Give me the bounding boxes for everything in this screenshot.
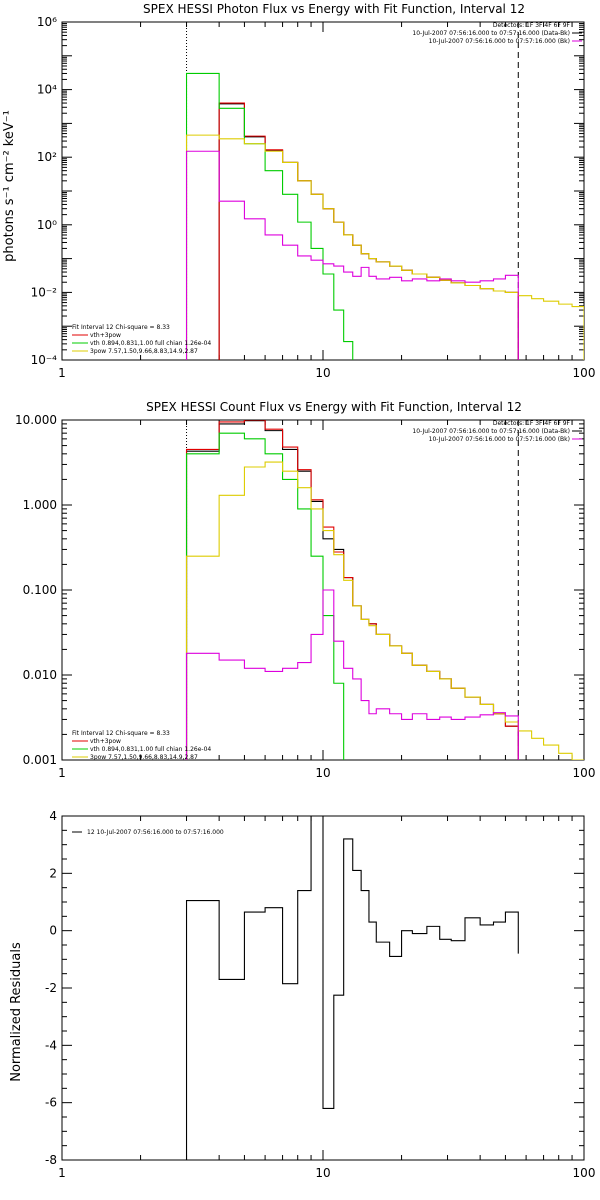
residuals-x-tick-label: 10	[315, 1166, 330, 1180]
count-flux-y-tick-label: 0.001	[23, 753, 57, 767]
residuals-series-12-10-jul-2007-07-56-16-000-to-07-57-16-000	[185, 816, 519, 1160]
photon-flux-x-tick-label: 10	[315, 366, 330, 380]
count-flux-legend-line-4: 3pow 7.57,1.50,9.66,8.83,14.9,2.87	[90, 754, 198, 761]
count-flux-y-tick-label: 0.010	[23, 668, 57, 682]
residuals-y-tick-label: -8	[45, 1153, 57, 1167]
count-flux-legend-line-1: Fit Interval 12 Chi-square = 8.33	[72, 730, 170, 737]
residuals-x-tick-label: 1	[58, 1166, 66, 1180]
photon-flux-panel: SPEX HESSI Photon Flux vs Energy with Fi…	[2, 2, 595, 380]
photon-flux-legend-line-3: vth 0.894,0.831,1.00 full chian 1.26e-04	[90, 340, 211, 347]
photon-flux-ylabel: photons s⁻¹ cm⁻² keV⁻¹	[2, 110, 17, 262]
count-flux-series-vth	[185, 432, 345, 760]
photon-flux-series-3pow	[185, 134, 584, 360]
residuals-y-tick-label: 0	[49, 924, 57, 938]
residuals-y-tick-label: -2	[45, 981, 57, 995]
residuals-ylabel: Normalized Residuals	[9, 942, 24, 1082]
count-flux-legend-line-3: vth 0.894,0.831,1.00 full chian 1.26e-04	[90, 746, 211, 753]
photon-flux-header-2: 10-Jul-2007 07:56:16.000 to 07:57:16.000…	[412, 30, 570, 37]
residuals-y-tick-label: -6	[45, 1096, 57, 1110]
photon-flux-series-vth-3pow	[218, 102, 519, 360]
count-flux-y-tick-label: 1.000	[23, 498, 57, 512]
photon-flux-plot: 1 10 100 10⁻⁴ 10⁻² 10⁰ 10² 10⁴ 10⁶	[31, 15, 596, 380]
count-flux-header-3: 10-Jul-2007 07:56:16.000 to 07:57:16.000…	[429, 436, 570, 443]
photon-flux-series-vth	[185, 72, 370, 360]
photon-flux-y-tick-label: 10⁻²	[31, 285, 58, 299]
count-flux-y-tick-label: 10.000	[15, 413, 57, 427]
photon-flux-header-3: 10-Jul-2007 07:56:16.000 to 07:57:16.000…	[429, 38, 570, 45]
count-flux-x-tick-label: 100	[573, 766, 596, 780]
count-flux-series-3pow	[185, 461, 584, 760]
residuals-y-tick-label: -4	[45, 1038, 57, 1052]
photon-flux-x-tick-label: 100	[573, 366, 596, 380]
residuals-x-tick-label: 100	[573, 1166, 596, 1180]
photon-flux-legend-line-2: vth+3pow	[90, 332, 121, 339]
photon-flux-y-tick-label: 10²	[37, 150, 57, 164]
photon-flux-title: SPEX HESSI Photon Flux vs Energy with Fi…	[143, 2, 525, 16]
photon-flux-series-bk	[185, 150, 519, 360]
residuals-panel: Normalized Residuals 1 10 100 -8 -6 -4 -2 0 2 4 1…	[9, 809, 595, 1180]
count-flux-x-tick-label: 1	[58, 766, 66, 780]
photon-flux-x-tick-label: 1	[58, 366, 66, 380]
residuals-y-tick-label: 4	[49, 809, 57, 823]
count-flux-panel: SPEX HESSI Count Flux vs Energy with Fit…	[15, 400, 595, 780]
count-flux-legend-line-2: vth+3pow	[90, 738, 121, 745]
count-flux-series-bk	[185, 589, 519, 760]
residuals-legend: 12 10-Jul-2007 07:56:16.000 to 07:57:16.…	[87, 829, 224, 836]
photon-flux-y-tick-label: 10⁻⁴	[31, 353, 58, 367]
residuals-plot: 1 10 100 -8 -6 -4 -2 0 2 4	[45, 809, 595, 1180]
count-flux-title: SPEX HESSI Count Flux vs Energy with Fit…	[146, 400, 522, 414]
photon-flux-legend-line-1: Fit Interval 12 Chi-square = 8.33	[72, 324, 170, 331]
count-flux-y-tick-label: 0.100	[23, 583, 57, 597]
photon-flux-y-tick-label: 10⁶	[37, 15, 57, 29]
count-flux-header-2: 10-Jul-2007 07:56:16.000 to 07:57:16.000…	[412, 428, 570, 435]
photon-flux-legend-line-4: 3pow 7.57,1.50,9.66,8.83,14.9,2.87	[90, 348, 198, 355]
count-flux-header-1: Detectors: 1F 3F 4F 6F 9F	[493, 420, 571, 427]
photon-flux-series-data-bk	[218, 103, 519, 360]
count-flux-plot: 1 10 100 0.001 0.010 0.100 1.000 10.000	[15, 413, 595, 780]
photon-flux-axes-frame	[61, 21, 585, 361]
photon-flux-y-tick-label: 10⁴	[37, 83, 57, 97]
residuals-y-tick-label: 2	[49, 866, 57, 880]
photon-flux-header-1: Detectors: 1F 3F 4F 6F 9F	[493, 22, 571, 29]
photon-flux-y-tick-label: 10⁰	[37, 218, 57, 232]
count-flux-x-tick-label: 10	[315, 766, 330, 780]
